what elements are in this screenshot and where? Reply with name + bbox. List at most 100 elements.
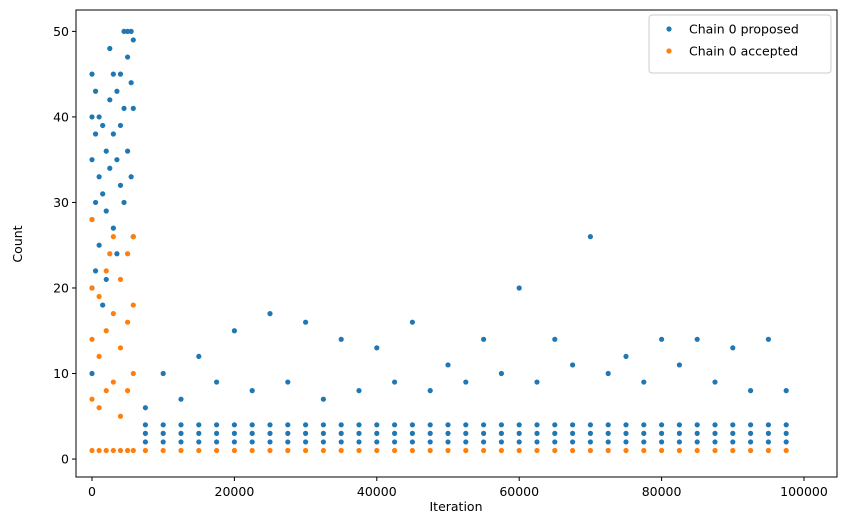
point: [320, 430, 326, 436]
legend-marker: [666, 48, 672, 54]
point: [356, 439, 362, 445]
legend-label: Chain 0 proposed: [689, 22, 799, 37]
point: [96, 447, 102, 454]
point: [356, 422, 362, 428]
point: [409, 447, 415, 454]
point: [117, 447, 124, 454]
point: [765, 430, 771, 436]
point: [124, 54, 131, 60]
point: [124, 28, 131, 34]
point: [516, 422, 522, 428]
point: [128, 174, 134, 180]
point: [103, 388, 109, 394]
point: [516, 285, 522, 291]
point: [445, 362, 451, 368]
point: [694, 430, 700, 436]
point: [103, 208, 109, 214]
x-tick-label: 20000: [215, 484, 255, 499]
x-tick-label: 0: [88, 484, 96, 499]
y-tick-label: 20: [53, 280, 69, 295]
point: [196, 353, 202, 360]
y-tick-label: 0: [61, 452, 69, 467]
point: [213, 422, 220, 428]
point: [552, 447, 558, 454]
point: [445, 447, 451, 454]
point: [89, 71, 95, 77]
point: [605, 370, 611, 377]
y-axis-label: Count: [10, 225, 25, 262]
point: [142, 447, 148, 454]
point: [89, 336, 95, 342]
point: [107, 251, 113, 257]
point: [249, 430, 255, 436]
point: [128, 80, 134, 86]
point: [178, 396, 184, 402]
x-tick-label: 80000: [642, 484, 682, 499]
point: [534, 422, 540, 428]
point: [213, 379, 220, 385]
point: [213, 439, 220, 445]
point: [712, 379, 718, 385]
point: [569, 430, 576, 436]
point: [117, 276, 124, 283]
point: [267, 430, 273, 436]
point: [391, 422, 398, 428]
point: [765, 336, 771, 342]
point: [552, 336, 558, 342]
point: [694, 422, 700, 428]
point: [694, 447, 700, 454]
point: [712, 439, 718, 445]
point: [267, 439, 273, 445]
point: [374, 447, 380, 454]
point: [480, 336, 487, 342]
point: [676, 430, 682, 436]
point: [747, 430, 754, 436]
point: [142, 422, 148, 428]
point: [409, 422, 415, 428]
point: [338, 422, 344, 428]
point: [114, 251, 120, 257]
point: [463, 379, 469, 385]
point: [463, 447, 469, 454]
point: [587, 234, 593, 240]
point: [676, 362, 682, 368]
point: [641, 447, 647, 454]
point: [100, 302, 106, 308]
point: [130, 37, 136, 43]
point: [114, 157, 120, 163]
point: [96, 174, 102, 180]
point: [445, 430, 451, 436]
point: [110, 379, 116, 385]
point: [124, 148, 131, 154]
point: [391, 447, 398, 454]
series: [89, 216, 789, 454]
point: [130, 370, 136, 377]
point: [641, 430, 647, 436]
point: [103, 276, 109, 283]
point: [110, 225, 116, 231]
point: [107, 165, 113, 171]
point: [765, 447, 771, 454]
point: [641, 439, 647, 445]
point: [302, 430, 309, 436]
point: [103, 447, 109, 454]
point: [747, 422, 754, 428]
point: [641, 422, 647, 428]
y-tick-label: 40: [53, 109, 69, 124]
point: [142, 405, 148, 411]
point: [374, 345, 380, 351]
point: [142, 439, 148, 445]
point: [142, 430, 148, 436]
point: [374, 422, 380, 428]
point: [730, 439, 736, 445]
point: [160, 430, 166, 436]
point: [320, 447, 326, 454]
point: [338, 336, 344, 342]
point: [100, 122, 106, 129]
point: [110, 234, 116, 240]
point: [463, 430, 469, 436]
point: [89, 114, 95, 120]
point: [103, 148, 109, 154]
legend-label: Chain 0 accepted: [689, 44, 798, 59]
point: [178, 447, 184, 454]
